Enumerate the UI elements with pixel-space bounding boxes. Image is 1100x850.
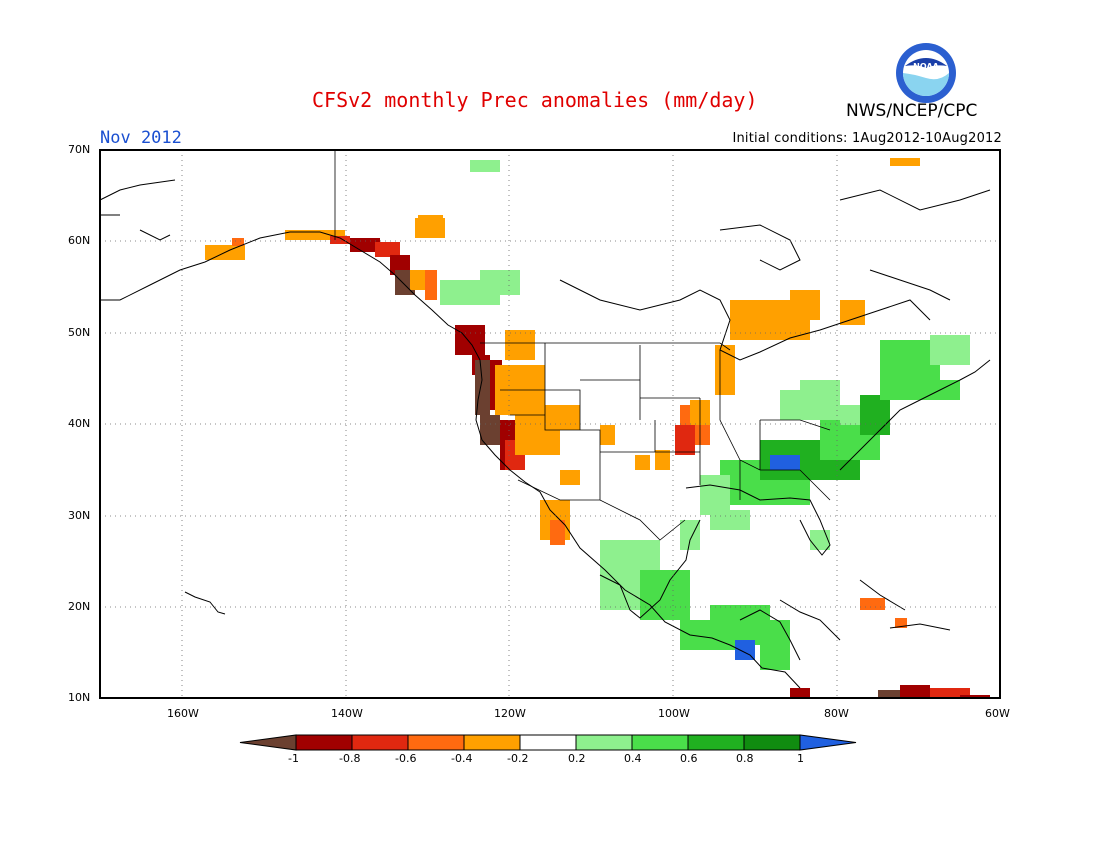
anomaly-cell (930, 688, 970, 698)
legend-label: -1 (288, 752, 299, 765)
anomaly-cell (940, 380, 960, 400)
anomaly-cell (800, 380, 840, 420)
anomaly-cell (780, 390, 800, 420)
lon-label: 140W (331, 707, 363, 720)
anomaly-cell (475, 360, 490, 415)
anomaly-cell (960, 695, 990, 698)
anomaly-cell (675, 425, 695, 455)
anomaly-cell (425, 270, 437, 300)
anomaly-cell (860, 598, 885, 610)
anomaly-cell (810, 530, 830, 550)
anomaly-cell (710, 510, 750, 530)
anomaly-cells (205, 158, 990, 698)
noaa-logo-icon: NOAA (896, 43, 956, 103)
anomaly-cell (770, 455, 800, 470)
legend-label: -0.4 (451, 752, 473, 765)
lon-label: 60W (985, 707, 1010, 720)
coastlines (99, 179, 991, 689)
anomaly-cell (635, 455, 650, 470)
lon-label: 120W (494, 707, 526, 720)
lat-label: 40N (68, 417, 91, 430)
anomaly-cell (375, 242, 400, 257)
lon-label: 100W (658, 707, 690, 720)
forecast-month: Nov 2012 (100, 128, 182, 148)
lat-label: 60N (68, 234, 91, 247)
political-borders (334, 150, 831, 541)
anomaly-cell (860, 395, 890, 435)
legend-label: 0.6 (680, 752, 698, 765)
anomaly-cell (545, 405, 580, 430)
anomaly-cell (840, 300, 865, 325)
legend-label: 0.8 (736, 752, 754, 765)
lat-label: 10N (68, 691, 91, 704)
anomaly-cell (330, 236, 350, 244)
anomaly-cell (470, 160, 500, 172)
anomaly-cell (232, 238, 244, 246)
lon-label: 80W (824, 707, 849, 720)
legend-label: -0.6 (395, 752, 417, 765)
map-frame (99, 149, 1001, 699)
anomaly-cell (760, 620, 790, 670)
anomaly-cell (455, 325, 485, 355)
anomaly-cell (480, 270, 520, 295)
anomaly-cell (700, 475, 730, 515)
lat-label: 50N (68, 326, 91, 339)
lon-label: 160W (167, 707, 199, 720)
anomaly-cell (415, 218, 445, 238)
anomaly-cell (895, 618, 907, 628)
anomaly-cell (505, 330, 535, 360)
lat-label: 70N (68, 143, 91, 156)
legend-label: 0.2 (568, 752, 586, 765)
lat-label: 30N (68, 509, 91, 522)
anomaly-cell (285, 230, 345, 240)
anomaly-cell (560, 470, 580, 485)
agency-label: NWS/NCEP/CPC (846, 101, 978, 121)
anomaly-cell (655, 450, 670, 470)
anomaly-cell (640, 570, 690, 620)
anomaly-cell (790, 688, 810, 698)
initial-conditions-label: Initial conditions: 1Aug2012-10Aug2012 (732, 131, 1002, 146)
graticule (100, 150, 1000, 698)
anomaly-cell (840, 405, 860, 425)
anomaly-cell (480, 415, 500, 445)
anomaly-cell (900, 685, 930, 698)
legend-label: -0.2 (507, 752, 529, 765)
anomaly-cell (600, 425, 615, 445)
anomaly-cell (890, 158, 920, 166)
chart-title: CFSv2 monthly Prec anomalies (mm/day) (312, 88, 758, 112)
anomaly-cell (680, 520, 700, 550)
lat-label: 20N (68, 600, 91, 613)
svg-text:NOAA: NOAA (913, 62, 939, 71)
legend-label: 1 (797, 752, 804, 765)
anomaly-cell (790, 290, 820, 320)
legend-label: -0.8 (339, 752, 361, 765)
anomaly-cell (930, 335, 970, 365)
legend-label: 0.4 (624, 752, 642, 765)
anomaly-cell (550, 520, 565, 545)
anomaly-cell (878, 690, 918, 698)
